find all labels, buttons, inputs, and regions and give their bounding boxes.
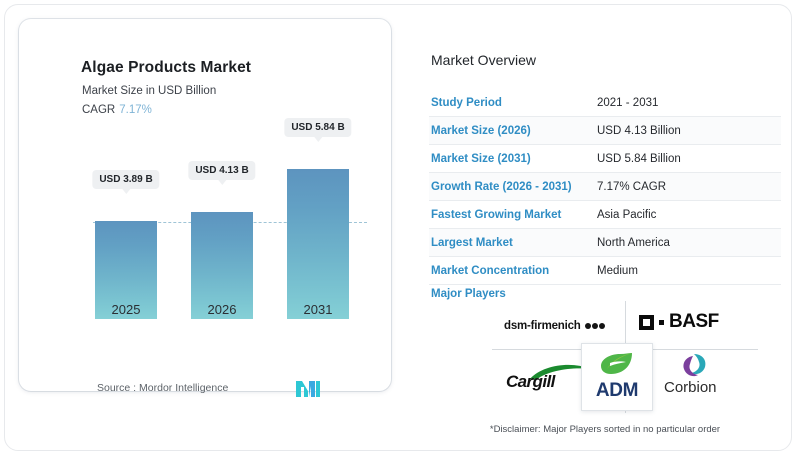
x-axis-label-2025: 2025 <box>111 302 141 317</box>
dsm-dots-icon <box>584 323 605 329</box>
market-overview-table: Study Period 2021 - 2031 Market Size (20… <box>429 89 781 285</box>
cagr-label: CAGR <box>82 104 116 116</box>
corbion-wordmark: Corbion <box>664 379 717 396</box>
players-disclaimer: *Disclaimer: Major Players sorted in no … <box>489 424 721 435</box>
table-row: Market Size (2031) USD 5.84 Billion <box>429 145 781 173</box>
bar-value-label-2026: USD 4.13 B <box>188 161 256 185</box>
row-value: USD 5.84 Billion <box>597 152 681 165</box>
major-players-heading: Major Players <box>431 288 506 300</box>
table-row: Market Concentration Medium <box>429 257 781 285</box>
bar-chart-plot: USD 3.89 B 2025 USD 4.13 B 2026 USD 5.84… <box>81 118 367 349</box>
table-row: Fastest Growing Market Asia Pacific <box>429 201 781 229</box>
table-row: Market Size (2026) USD 4.13 Billion <box>429 117 781 145</box>
x-axis-label-2026: 2026 <box>207 302 237 317</box>
grid-divider <box>625 301 626 349</box>
chart-source: Source : Mordor Intelligence <box>97 382 229 394</box>
table-row: Largest Market North America <box>429 229 781 257</box>
row-value: Medium <box>597 264 638 277</box>
bar-2026[interactable] <box>191 212 253 319</box>
bar-2025[interactable] <box>95 221 157 319</box>
bar-value-label-2031: USD 5.84 B <box>284 118 352 142</box>
market-overview-heading: Market Overview <box>431 52 537 68</box>
chart-cagr: CAGR 7.17% <box>82 104 152 116</box>
adm-logo: ADM <box>581 343 653 411</box>
report-card: Algae Products Market Market Size in USD… <box>4 4 792 451</box>
basf-dot-icon <box>659 319 664 325</box>
table-row: Growth Rate (2026 - 2031) 7.17% CAGR <box>429 173 781 201</box>
row-label: Growth Rate (2026 - 2031) <box>431 180 572 193</box>
row-value: USD 4.13 Billion <box>597 124 681 137</box>
basf-logo: BASF <box>639 311 719 333</box>
table-row: Study Period 2021 - 2031 <box>429 89 781 117</box>
row-value: North America <box>597 236 670 249</box>
cagr-value: 7.17% <box>119 104 152 116</box>
row-label: Largest Market <box>431 236 513 249</box>
cargill-wordmark: Cargill <box>506 372 555 391</box>
chart-subtitle: Market Size in USD Billion <box>82 85 217 97</box>
basf-square-icon <box>639 314 654 330</box>
row-label: Market Concentration <box>431 264 550 277</box>
dsm-firmenich-logo: dsm-firmenich <box>504 313 624 339</box>
row-value: 7.17% CAGR <box>597 180 667 193</box>
basf-wordmark: BASF <box>669 311 719 332</box>
cargill-logo: Cargill <box>506 363 602 397</box>
adm-wordmark: ADM <box>595 380 639 401</box>
bar-2031[interactable] <box>287 169 349 319</box>
row-value: Asia Pacific <box>597 208 657 221</box>
x-axis-label-2031: 2031 <box>303 302 333 317</box>
chart-card: Algae Products Market Market Size in USD… <box>19 19 391 397</box>
mordor-intelligence-logo <box>295 380 321 403</box>
row-label: Study Period <box>431 96 502 109</box>
bar-value-label-2025: USD 3.89 B <box>92 170 160 194</box>
row-value: 2021 - 2031 <box>597 96 659 109</box>
chart-title: Algae Products Market <box>81 59 252 76</box>
dsm-firmenich-wordmark: dsm-firmenich <box>504 320 581 332</box>
row-label: Market Size (2031) <box>431 152 531 165</box>
row-label: Market Size (2026) <box>431 124 531 137</box>
row-label: Fastest Growing Market <box>431 208 562 221</box>
corbion-logo: Corbion <box>664 354 754 401</box>
